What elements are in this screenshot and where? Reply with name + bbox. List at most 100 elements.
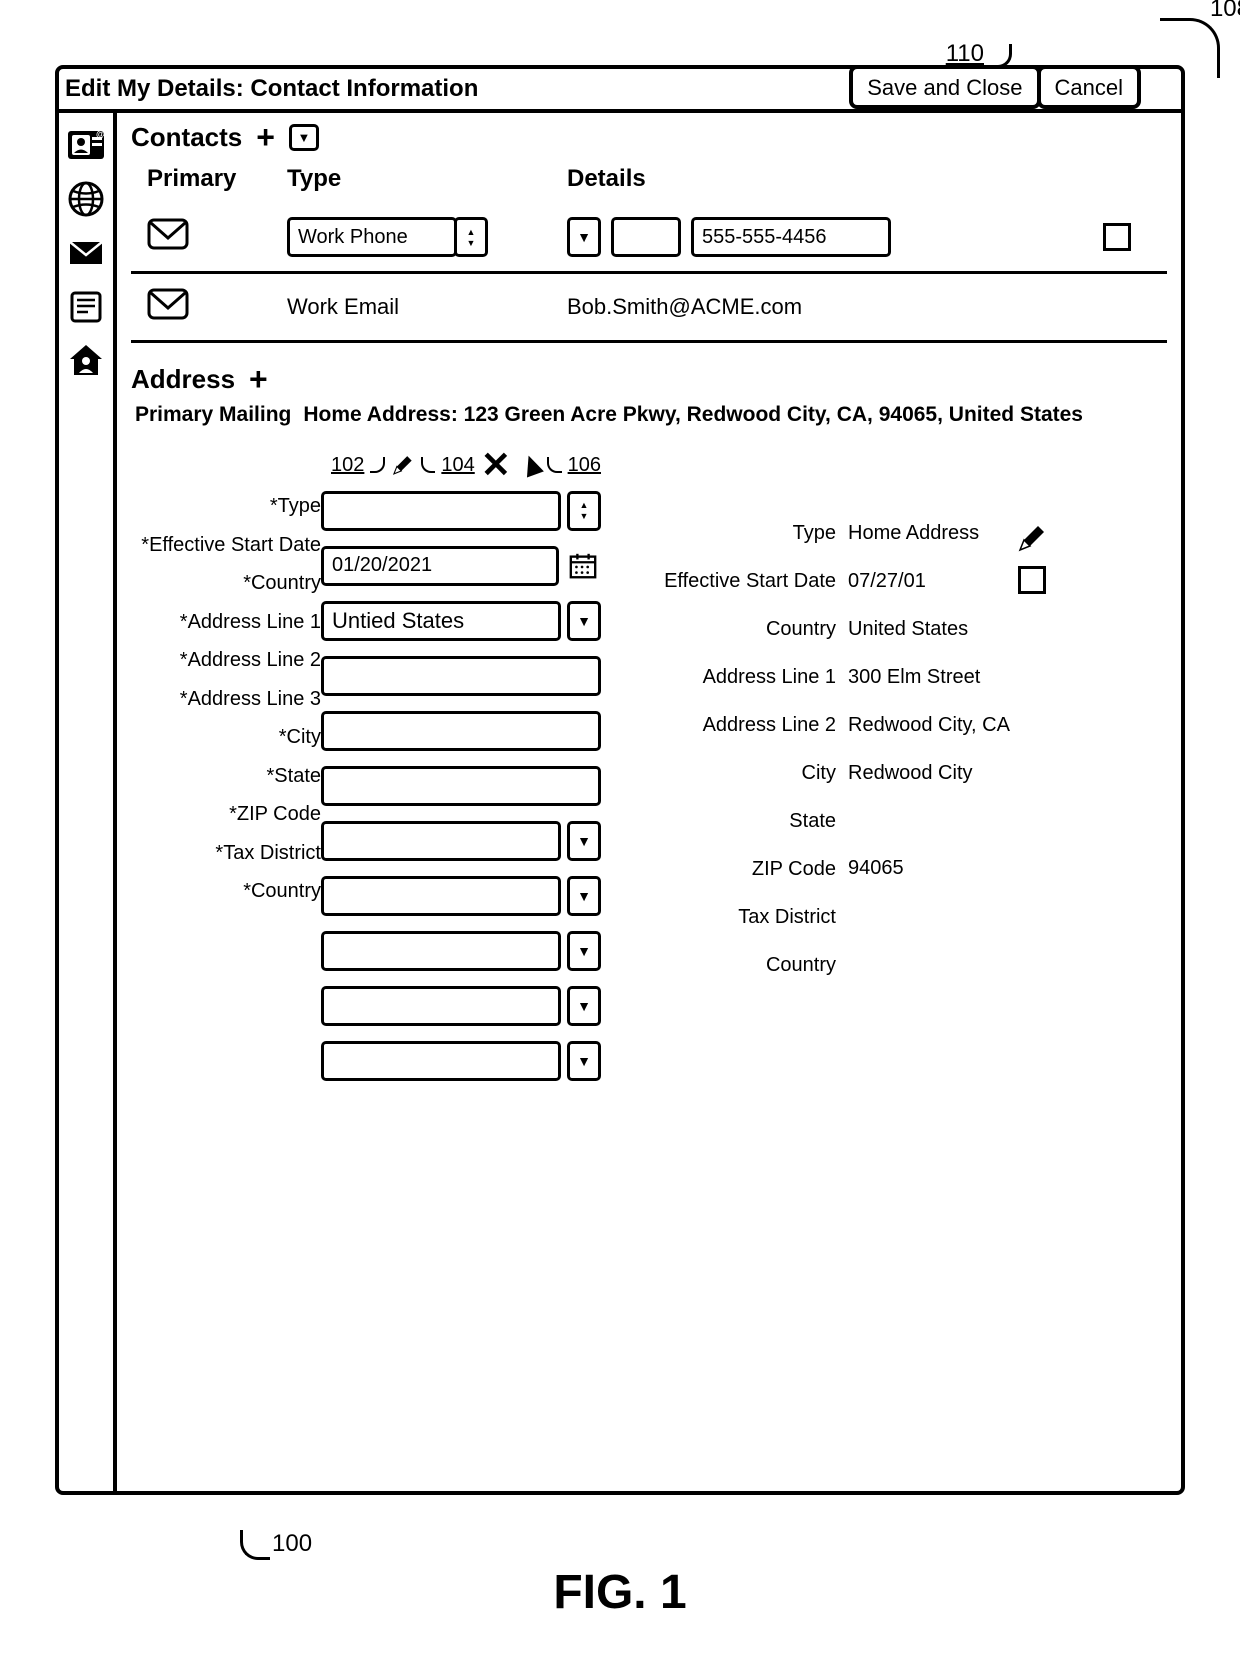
- dlabel-tax: Tax District: [738, 906, 836, 929]
- input-addr2[interactable]: [321, 711, 601, 751]
- state-dropdown[interactable]: [567, 876, 601, 916]
- primary-mailing-label: Primary Mailing: [135, 403, 291, 427]
- envelope-icon: [147, 218, 189, 250]
- label-addr1: *Address Line 1: [180, 611, 321, 634]
- label-tax: *Tax District: [215, 842, 321, 865]
- country-dropdown[interactable]: [567, 601, 601, 641]
- annotation-102-104-106: 102 104 ✕ 106: [321, 447, 601, 483]
- address-label: Address: [131, 364, 235, 395]
- callout-110: 110: [946, 40, 984, 68]
- dlabel-addr2: Address Line 2: [703, 714, 836, 737]
- label-eff-start: *Effective Start Date: [141, 534, 321, 557]
- callout-102: 102: [331, 454, 364, 477]
- dval-country2: [848, 952, 1016, 974]
- dlabel-state: State: [789, 810, 836, 833]
- contact-card-icon[interactable]: @: [64, 123, 108, 167]
- address-section-header: Address +: [131, 363, 1167, 395]
- input-country2[interactable]: [321, 1041, 561, 1081]
- label-state: *State: [267, 765, 321, 788]
- city-dropdown[interactable]: [567, 821, 601, 861]
- type-sort-button[interactable]: [454, 217, 488, 257]
- form-inputs: 102 104 ✕ 106: [321, 447, 601, 1084]
- sidebar: @: [59, 113, 117, 1491]
- add-contact-icon[interactable]: +: [256, 121, 275, 153]
- input-addr1[interactable]: [321, 656, 601, 696]
- window-frame: Save and Close Cancel Edit My Details: C…: [55, 65, 1185, 1495]
- calendar-icon[interactable]: [565, 549, 601, 583]
- area-code-input[interactable]: [611, 217, 681, 257]
- callout-100-wrap: 100: [240, 1530, 312, 1560]
- details-values: Home Address 07/27/01 United States 300 …: [836, 447, 1016, 974]
- dlabel-country2: Country: [766, 954, 836, 977]
- dlabel-eff: Effective Start Date: [664, 570, 836, 593]
- email-value: Bob.Smith@ACME.com: [567, 294, 802, 320]
- dval-state: [848, 810, 1016, 832]
- label-country2: *Country: [243, 880, 321, 903]
- tax-dropdown[interactable]: [567, 986, 601, 1026]
- save-and-close-button[interactable]: Save and Close: [849, 65, 1040, 109]
- dval-addr1: 300 Elm Street: [848, 666, 1016, 689]
- row-trailing-checkbox[interactable]: [1103, 223, 1131, 251]
- dlabel-city: City: [802, 762, 836, 785]
- callout-106: 106: [568, 454, 601, 477]
- input-city[interactable]: [321, 821, 561, 861]
- figure-label: FIG. 1: [0, 1565, 1240, 1620]
- phone-number-input[interactable]: 555-555-4456: [691, 217, 891, 257]
- details-labels: Type Effective Start Date Country Addres…: [601, 447, 836, 977]
- pencil-edit-icon[interactable]: [1016, 522, 1048, 554]
- contacts-dropdown-button[interactable]: [289, 124, 319, 151]
- type-stepper[interactable]: [567, 491, 601, 531]
- callout-108: 108: [1210, 0, 1240, 23]
- callout-104: 104: [441, 454, 474, 477]
- callout-100: 100: [272, 1530, 312, 1558]
- zip-dropdown[interactable]: [567, 931, 601, 971]
- add-address-icon[interactable]: +: [249, 363, 268, 395]
- dval-zip: 94065: [848, 857, 1016, 880]
- input-type[interactable]: [321, 491, 561, 531]
- type-input-phone[interactable]: Work Phone: [287, 217, 457, 257]
- dlabel-type: Type: [793, 522, 836, 545]
- dval-tax: [848, 905, 1016, 927]
- country-code-dropdown[interactable]: [567, 217, 601, 257]
- contact-row-email: Work Email Bob.Smith@ACME.com: [131, 274, 1167, 343]
- contacts-column-headers: Primary Type Details: [131, 161, 1167, 203]
- input-state[interactable]: [321, 876, 561, 916]
- primary-mailing-row: Primary Mailing Home Address: 123 Green …: [135, 403, 1167, 427]
- label-city: *City: [279, 726, 321, 749]
- col-primary: Primary: [147, 165, 287, 193]
- contact-row-phone: Work Phone 555-555-4456: [131, 203, 1167, 274]
- details-checkbox[interactable]: [1018, 566, 1046, 594]
- top-buttons: Save and Close Cancel: [853, 65, 1141, 109]
- address-section: Address + Primary Mailing Home Address: …: [131, 363, 1167, 1084]
- dval-country: United States: [848, 618, 1016, 641]
- input-country[interactable]: Untied States: [321, 601, 561, 641]
- pencil-edit-icon[interactable]: [391, 452, 415, 478]
- primary-mailing-value: Home Address: 123 Green Acre Pkwy, Redwo…: [303, 403, 1083, 427]
- callout-110-wrap: 110: [946, 40, 1012, 68]
- form-labels: *Type *Effective Start Date *Country *Ad…: [131, 447, 321, 903]
- contacts-label: Contacts: [131, 122, 242, 153]
- country2-dropdown[interactable]: [567, 1041, 601, 1081]
- label-addr2: *Address Line 2: [180, 649, 321, 672]
- envelope-filled-icon[interactable]: [64, 231, 108, 275]
- input-tax[interactable]: [321, 986, 561, 1026]
- cancel-button[interactable]: Cancel: [1037, 65, 1141, 109]
- input-addr3[interactable]: [321, 766, 601, 806]
- primary-cell-phone: [147, 218, 287, 256]
- label-country: *Country: [243, 572, 321, 595]
- cursor-icon: [520, 453, 544, 478]
- contacts-section-header: Contacts +: [131, 121, 1167, 153]
- dlabel-zip: ZIP Code: [752, 858, 836, 881]
- col-type: Type: [287, 165, 567, 193]
- globe-icon[interactable]: [64, 177, 108, 221]
- main-panel: Contacts + Primary Type Details Work Pho…: [117, 113, 1181, 1491]
- document-icon[interactable]: [64, 285, 108, 329]
- dval-city: Redwood City: [848, 762, 1016, 785]
- envelope-icon: [147, 288, 189, 320]
- delete-x-icon[interactable]: ✕: [481, 447, 511, 483]
- input-zip[interactable]: [321, 931, 561, 971]
- dval-eff: 07/27/01: [848, 570, 1016, 593]
- dlabel-addr1: Address Line 1: [703, 666, 836, 689]
- home-person-icon[interactable]: [64, 339, 108, 383]
- input-eff-start[interactable]: 01/20/2021: [321, 546, 559, 586]
